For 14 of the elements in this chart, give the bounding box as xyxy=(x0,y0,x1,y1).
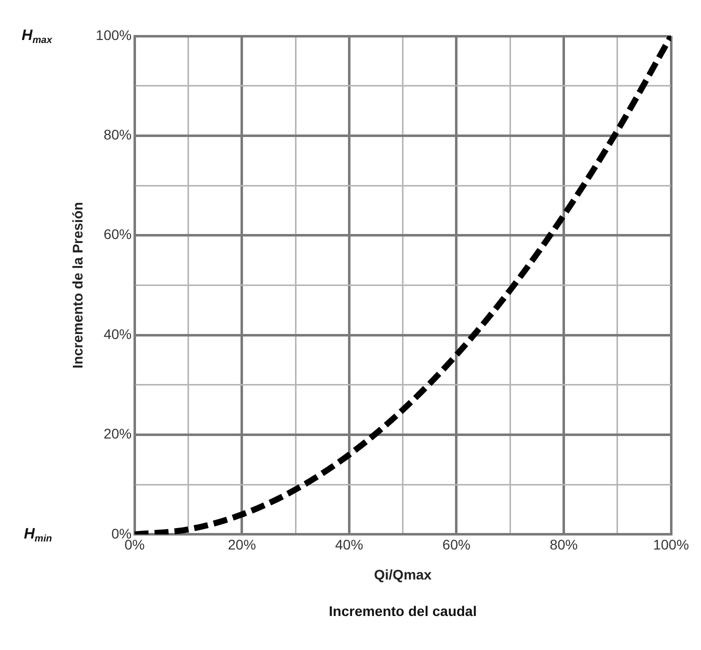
text: Incremento del caudal xyxy=(328,602,477,619)
x-tick-label: 20% xyxy=(228,536,256,553)
x-axis-title: Qi/Qmax xyxy=(374,566,432,582)
y-tick-label: 20% xyxy=(104,426,132,442)
y-tick-label: 80% xyxy=(104,126,132,143)
x-tick-label: 60% xyxy=(442,536,470,553)
y-axis-title: Incremento de la Presión xyxy=(69,202,86,368)
y-tick-label: 100% xyxy=(96,26,132,43)
y-tick-label: 0% xyxy=(111,525,132,542)
x-tick-label: 80% xyxy=(550,536,578,553)
x-tick-label: 100% xyxy=(653,536,689,553)
y-tick-label: 40% xyxy=(104,326,132,342)
x-tick-label: 40% xyxy=(335,536,364,553)
y-tick-label: 60% xyxy=(104,226,132,242)
